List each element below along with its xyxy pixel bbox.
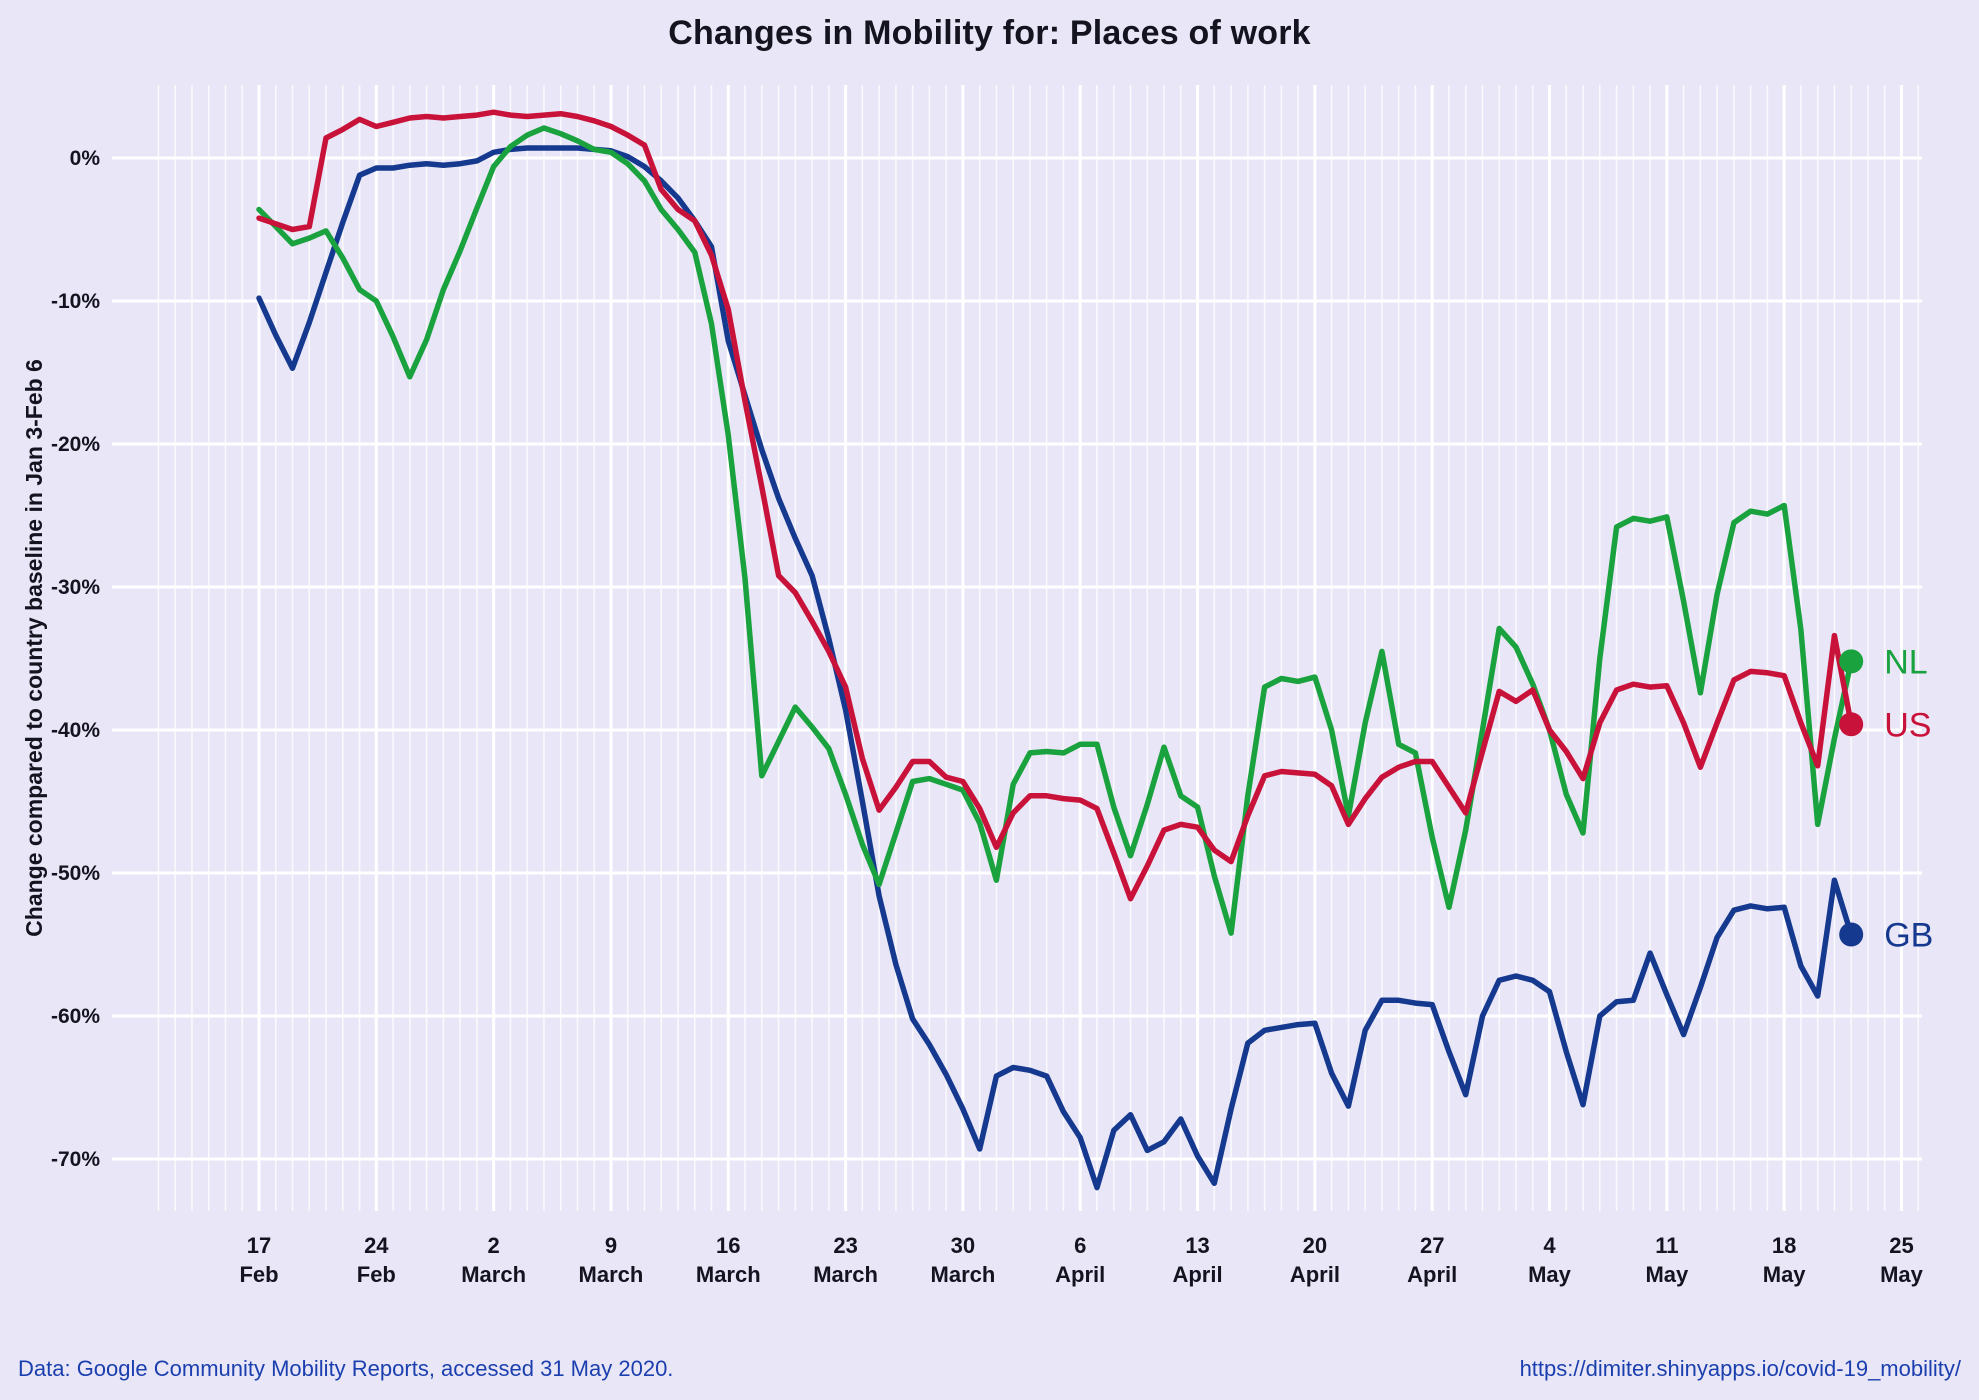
x-tick-label-month: May [1763, 1262, 1807, 1287]
x-tick-label-month: March [461, 1262, 526, 1287]
x-tick-label-month: May [1528, 1262, 1572, 1287]
x-tick-label-day: 9 [605, 1233, 617, 1258]
y-tick-label: -10% [51, 290, 100, 313]
x-tick-label-month: Feb [239, 1262, 278, 1287]
footer-data-source: Data: Google Community Mobility Reports,… [18, 1356, 674, 1381]
x-tick-label-day: 16 [716, 1233, 740, 1258]
x-tick-label-day: 11 [1655, 1233, 1678, 1258]
legend: GB NL US [1839, 643, 1933, 954]
y-tick-label: 0% [70, 147, 101, 170]
x-tick-label-day: 6 [1074, 1233, 1086, 1258]
plot-svg: 0%-10%-20%-30%-40%-50%-60%-70%17Feb24Feb… [21, 85, 1933, 1287]
legend-label-us: US [1884, 706, 1931, 744]
x-tick-label-month: March [931, 1262, 996, 1287]
y-tick-label: -60% [51, 1005, 100, 1028]
series-line-gb [256, 145, 1854, 1191]
y-tick-label: -20% [51, 433, 100, 456]
x-tick-label-day: 23 [833, 1233, 857, 1258]
footer-url[interactable]: https://dimiter.shinyapps.io/covid-19_mo… [1519, 1356, 1961, 1381]
x-tick-label-day: 25 [1889, 1233, 1913, 1258]
y-tick-label: -70% [51, 1148, 100, 1171]
y-axis-title: Change compared to country baseline in J… [21, 359, 47, 937]
x-tick-label-day: 17 [247, 1233, 271, 1258]
x-tick-label-day: 18 [1772, 1233, 1796, 1258]
x-tick-label-day: 4 [1543, 1233, 1556, 1258]
x-tick-label-day: 13 [1185, 1233, 1209, 1258]
x-tick-label-month: April [1055, 1262, 1105, 1287]
chart-title: Changes in Mobility for: Places of work [668, 14, 1311, 52]
x-tick-label-day: 20 [1303, 1233, 1327, 1258]
x-tick-label-day: 24 [364, 1233, 389, 1258]
series-line-us [256, 109, 1854, 902]
series-endpoint-nl [1839, 649, 1864, 674]
series-lines [256, 109, 1854, 1191]
y-tick-label: -50% [51, 862, 100, 885]
x-tick-label-month: Feb [357, 1262, 396, 1287]
x-tick-label-month: May [1645, 1262, 1689, 1287]
x-tick-label-day: 30 [951, 1233, 975, 1258]
x-tick-label-month: April [1407, 1262, 1457, 1287]
x-tick-label-month: May [1880, 1262, 1924, 1287]
x-tick-label-day: 2 [488, 1233, 500, 1258]
series-endpoint-us [1839, 712, 1864, 737]
x-tick-label-day: 27 [1420, 1233, 1444, 1258]
x-tick-label-month: April [1290, 1262, 1340, 1287]
series-endpoint-gb [1839, 922, 1864, 947]
legend-label-gb: GB [1884, 916, 1933, 954]
series-line-nl [256, 125, 1854, 936]
gridlines [112, 85, 1922, 1211]
x-tick-label-month: March [696, 1262, 761, 1287]
x-tick-label-month: March [579, 1262, 644, 1287]
y-tick-label: -40% [51, 719, 100, 742]
x-tick-label-month: April [1172, 1262, 1222, 1287]
axis-tick-labels: 0%-10%-20%-30%-40%-50%-60%-70%17Feb24Feb… [51, 147, 1924, 1287]
legend-label-nl: NL [1884, 643, 1927, 681]
y-tick-label: -30% [51, 576, 100, 599]
x-tick-label-month: March [813, 1262, 878, 1287]
